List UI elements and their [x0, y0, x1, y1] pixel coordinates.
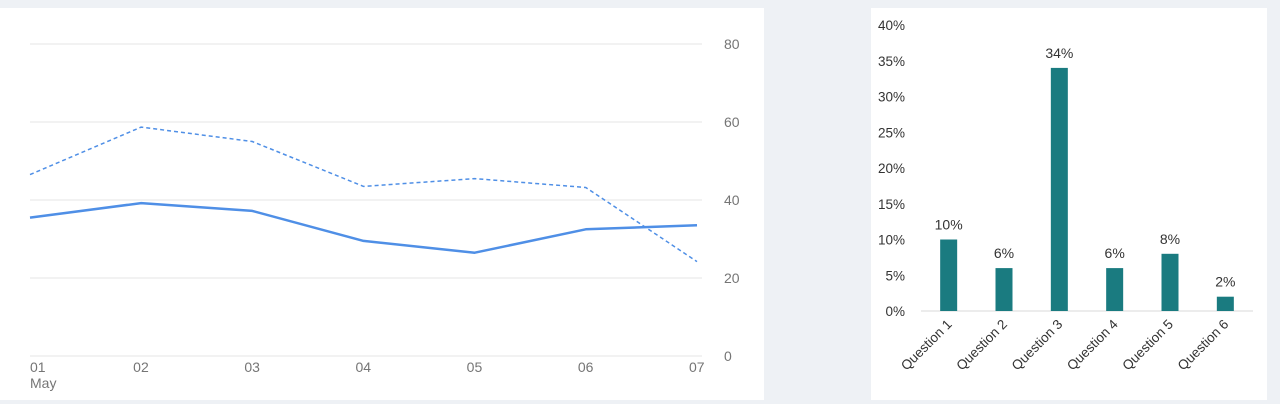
y-tick-label: 10% [878, 233, 905, 248]
y-tick-label: 20 [724, 270, 740, 286]
series-line-dashed [29, 126, 698, 263]
x-tick-label: Question 5 [1119, 317, 1176, 374]
bar [995, 268, 1013, 311]
x-tick-label: Question 2 [953, 317, 1010, 374]
y-tick-label: 0% [885, 304, 905, 319]
y-tick-label: 20% [878, 161, 905, 176]
data-label: 2% [1215, 274, 1235, 290]
x-tick-label: 03 [244, 359, 260, 375]
y-tick-label: 40% [878, 18, 905, 33]
data-label: 6% [994, 245, 1014, 261]
x-tick-label: Question 3 [1009, 317, 1066, 374]
x-tick-label: Question 6 [1175, 317, 1232, 374]
y-tick-label: 5% [885, 268, 905, 283]
y-tick-label: 0 [724, 348, 732, 364]
x-tick-label: 07 [689, 359, 705, 375]
data-label: 8% [1160, 231, 1180, 247]
x-tick-label: Question 1 [898, 317, 955, 374]
y-tick-label: 25% [878, 125, 905, 140]
y-tick-label: 35% [878, 54, 905, 69]
bar [1216, 296, 1234, 311]
data-label: 34% [1045, 45, 1073, 61]
x-tick-label: 05 [467, 359, 483, 375]
y-tick-label: 30% [878, 90, 905, 105]
x-tick-sublabel: May [30, 375, 56, 391]
line-chart: 0 20 40 60 80 01 02 03 04 05 06 07 May [29, 36, 740, 391]
bar-chart-panel: 0% 5% 10% 15% 20% 25% 30% 35% 40% 10% 6% 34% 6% 8% 2%… [871, 8, 1267, 400]
y-tick-label: 40 [724, 192, 740, 208]
y-tick-label: 80 [724, 36, 740, 52]
data-label: 6% [1105, 245, 1125, 261]
bar [1050, 67, 1068, 312]
line-chart-panel: 0 20 40 60 80 01 02 03 04 05 06 07 May [0, 8, 764, 400]
bar [1161, 253, 1179, 311]
bar-chart: 0% 5% 10% 15% 20% 25% 30% 35% 40% 10% 6% 34% 6% 8% 2%… [878, 18, 1253, 374]
x-tick-label: 02 [133, 359, 149, 375]
x-tick-label: 01 [30, 359, 46, 375]
y-tick-label: 60 [724, 114, 740, 130]
series-line-solid [29, 201, 698, 254]
x-tick-label: 04 [356, 359, 372, 375]
bar [940, 239, 958, 311]
data-label: 10% [935, 217, 963, 233]
x-tick-label: 06 [578, 359, 594, 375]
y-tick-label: 15% [878, 197, 905, 212]
x-tick-label: Question 4 [1064, 316, 1121, 373]
bar [1106, 268, 1124, 311]
